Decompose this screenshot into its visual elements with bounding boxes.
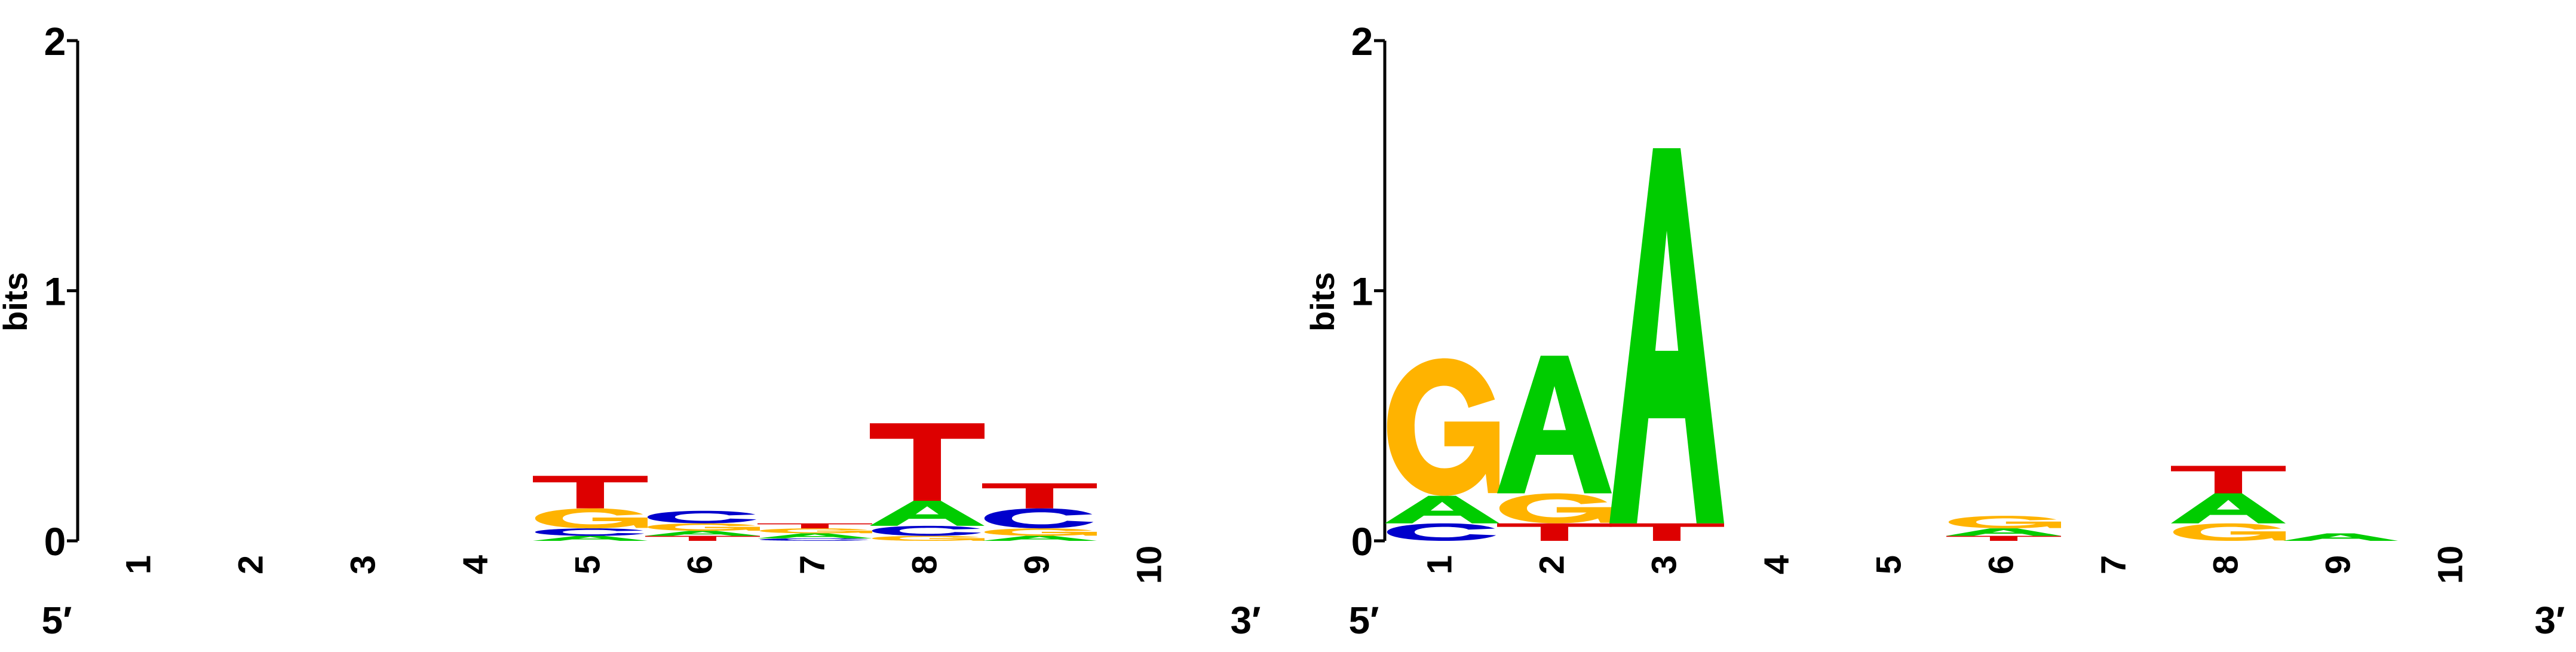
logo-letter-A [2283, 533, 2398, 541]
y-tick-label: 0 [44, 519, 66, 564]
logo-letter-A [758, 533, 872, 538]
logo-letter-C [647, 510, 757, 524]
x-tick-label: 7 [793, 555, 832, 574]
x-tick-label: 1 [119, 555, 158, 574]
logo-letter-G [984, 528, 1097, 536]
logo-letter-G [1499, 493, 1612, 524]
y-tick-label: 2 [44, 19, 66, 63]
logo-letter-C [1387, 523, 1496, 541]
x-tick-label: 8 [2206, 555, 2245, 574]
x-tick-label: 4 [1757, 555, 1796, 574]
y-tick-label: 2 [1351, 19, 1373, 63]
x-tick-label: 3 [1645, 555, 1683, 574]
x-tick-label: 2 [1532, 555, 1571, 574]
logo-letter-A [645, 531, 760, 536]
logo-letter-T [1946, 535, 2061, 541]
logo-letter-A [870, 501, 985, 526]
y-tick-label: 1 [44, 270, 66, 314]
x-tick-label: 8 [905, 555, 944, 574]
three-prime-label: 3′ [1231, 599, 1261, 642]
logo-letter-A [1497, 356, 1612, 494]
logo-letter-A [1609, 148, 1724, 524]
x-tick-label: 2 [231, 555, 270, 574]
logo-letter-G [1948, 516, 2061, 529]
x-tick-label: 5 [568, 555, 607, 574]
y-axis-label: bits [1304, 272, 1341, 332]
x-tick-label: 1 [1420, 555, 1459, 574]
logo-letter-T [1497, 523, 1612, 541]
logo-letter-T [870, 423, 985, 501]
x-tick-label: 5 [1869, 555, 1908, 574]
y-tick-label: 1 [1351, 270, 1373, 314]
logo-letter-A [1385, 495, 1499, 524]
x-tick-label: 9 [1017, 555, 1056, 574]
logo-letter-C [872, 525, 982, 536]
logo-letter-G [759, 528, 872, 534]
x-tick-label: 7 [2094, 555, 2133, 574]
logo-letter-T [982, 483, 1097, 509]
logo-letter-T [2171, 466, 2286, 494]
logo-panel-left: 0 1 2 bits 1 2 3 4 5 6 7 8 9 10 5′ 3′ [0, 19, 1261, 642]
x-tick-label: 6 [1982, 555, 2020, 574]
logo-letter-C [535, 528, 645, 536]
logo-letter-A [982, 535, 1097, 541]
x-tick-label: 10 [2431, 546, 2470, 584]
x-tick-label: 9 [2319, 555, 2357, 574]
five-prime-label: 5′ [42, 599, 72, 642]
logo-letter-C [984, 508, 1094, 529]
logo-letter-A [1946, 528, 2061, 536]
logo-letter-C [759, 538, 869, 541]
logo-panel-right: 0 1 2 bits 1 2 3 4 5 6 7 8 9 10 5′ 3′ [1304, 19, 2565, 642]
three-prime-label: 3′ [2535, 599, 2565, 642]
x-tick-label: 3 [344, 555, 382, 574]
logo-letter-T [645, 535, 760, 541]
y-axis-label: bits [0, 272, 34, 332]
x-tick-label: 10 [1130, 546, 1169, 584]
five-prime-label: 5′ [1349, 599, 1379, 642]
logo-letter-G [647, 523, 760, 531]
logo-letter-G [1387, 358, 1499, 496]
logo-letter-T [758, 523, 872, 529]
logo-letter-G [535, 508, 648, 529]
logo-letter-G [872, 535, 985, 541]
x-tick-label: 4 [456, 555, 495, 574]
logo-letter-A [2171, 493, 2286, 524]
logo-letter-A [533, 535, 648, 541]
logo-letter-T [533, 476, 648, 509]
logo-letter-G [2173, 523, 2286, 541]
logo-letter-T [1609, 523, 1724, 541]
x-tick-label: 6 [680, 555, 719, 574]
y-tick-label: 0 [1351, 519, 1373, 564]
